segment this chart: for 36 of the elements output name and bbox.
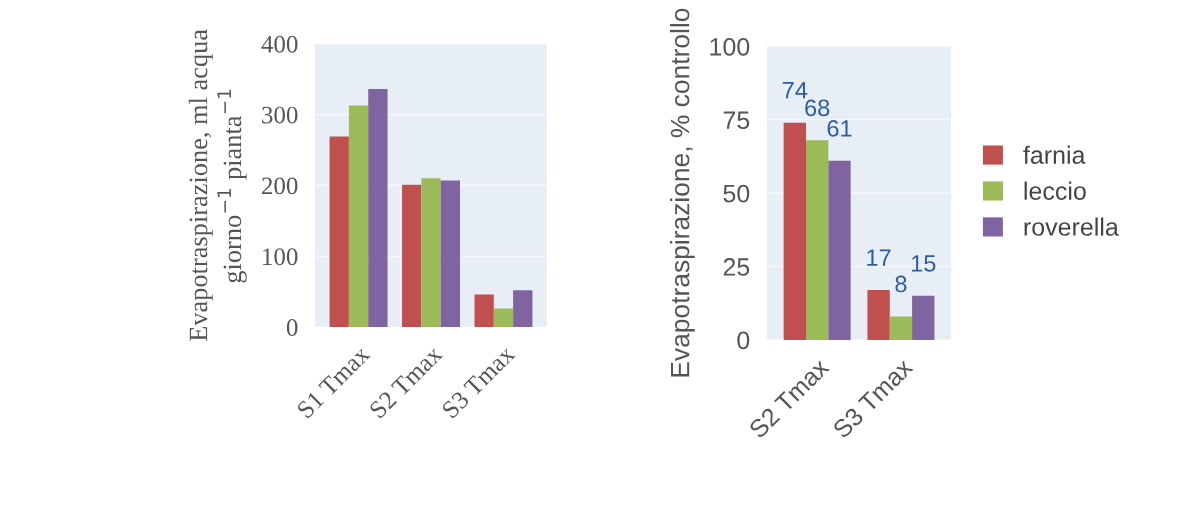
legend-label: farnia [1023, 145, 1086, 164]
bar [440, 180, 460, 328]
y-tick-label: 100 [263, 248, 298, 266]
legend-label: roverella [1024, 217, 1119, 236]
legend-label: leccio [1024, 181, 1086, 200]
bar [889, 316, 913, 340]
bar [421, 178, 441, 328]
bar [783, 122, 806, 340]
data-label: 15 [911, 255, 936, 272]
y-tick-label: 25 [723, 258, 750, 276]
y-tick-label: 75 [723, 111, 750, 130]
data-label: 61 [827, 120, 852, 137]
data-label: 17 [867, 249, 891, 266]
bar [867, 290, 890, 340]
y-tick-label: 100 [710, 37, 750, 56]
y-tick-label: 300 [262, 106, 298, 124]
y-tick-label: 50 [723, 184, 750, 203]
bar [493, 308, 514, 328]
bar [368, 89, 388, 328]
bar [513, 290, 533, 328]
y-tick-label: 0 [286, 319, 298, 336]
y-tick-label: 0 [737, 331, 750, 350]
data-label: 8 [895, 275, 907, 293]
bar [806, 140, 829, 340]
y-axis-title: Evapotraspirazione, ml acqua giorno$^{−1}$ pianta$^{−1}$ [188, 29, 247, 342]
bar [474, 294, 494, 328]
data-label: 68 [805, 99, 830, 117]
data-label: 74 [782, 82, 808, 99]
bar [828, 160, 851, 340]
bar [329, 136, 349, 328]
bar [402, 184, 422, 328]
y-axis-title: Evapotraspirazione, % controllo [670, 8, 695, 377]
bar [348, 105, 369, 328]
bar [912, 295, 935, 340]
y-tick-label: 200 [262, 177, 298, 195]
y-tick-label: 400 [261, 35, 298, 53]
